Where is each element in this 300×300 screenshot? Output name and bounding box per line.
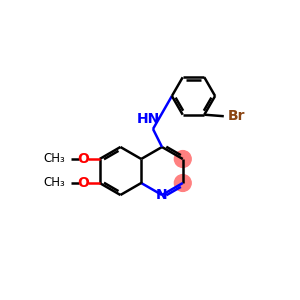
Circle shape xyxy=(174,175,191,191)
Text: Br: Br xyxy=(228,109,245,123)
Text: CH₃: CH₃ xyxy=(44,176,65,190)
Text: O: O xyxy=(77,176,89,190)
Text: N: N xyxy=(156,188,168,202)
Text: HN: HN xyxy=(137,112,160,126)
Text: CH₃: CH₃ xyxy=(44,152,65,166)
Circle shape xyxy=(174,151,191,167)
Text: O: O xyxy=(77,152,89,166)
